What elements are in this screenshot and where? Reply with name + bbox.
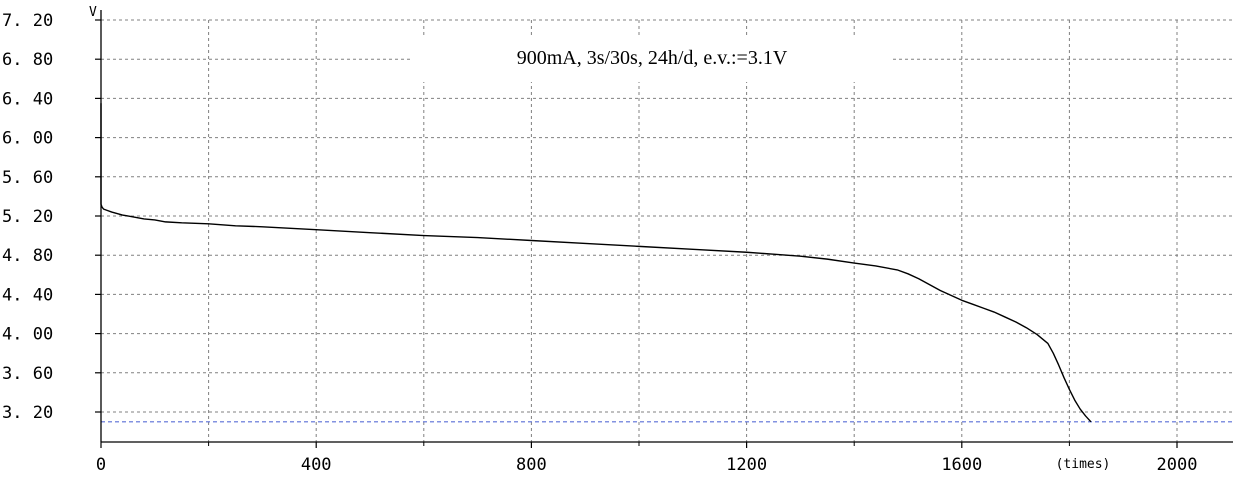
x-tick-label: 2000 — [1157, 455, 1198, 475]
y-tick-label: 6. 40 — [2, 89, 53, 109]
label-layer: 3. 20 3. 60 4. 00 4. 40 4. 80 5. 20 5. 60 6. 00… — [2, 5, 1197, 475]
x-tick-label: 1600 — [941, 455, 982, 475]
x-axis-unit-label: (times) — [1056, 457, 1111, 472]
axis-layer — [95, 10, 1233, 448]
y-tick-label: 5. 20 — [2, 207, 53, 227]
y-tick-label: 4. 40 — [2, 285, 53, 305]
grid-layer — [101, 19, 1233, 442]
title-background — [412, 36, 892, 82]
x-tick-label: 1200 — [726, 455, 767, 475]
y-tick-label: 3. 20 — [2, 403, 53, 423]
y-tick-label: 3. 60 — [2, 364, 53, 384]
y-axis-unit-label: V — [89, 5, 97, 20]
x-tick-label: 400 — [301, 455, 332, 475]
x-tick-label: 800 — [516, 455, 547, 475]
x-tick-label: 0 — [96, 455, 106, 475]
series-layer — [100, 103, 1092, 423]
y-tick-label: 6. 80 — [2, 50, 53, 70]
chart-title: 900mA, 3s/30s, 24h/d, e.v.:=3.1V — [517, 47, 788, 69]
y-tick-label: 6. 00 — [2, 129, 53, 149]
series-line-discharge — [100, 103, 1092, 423]
y-tick-label: 4. 80 — [2, 246, 53, 266]
y-tick-label: 4. 00 — [2, 325, 53, 345]
y-tick-label: 7. 20 — [2, 11, 53, 31]
y-tick-label: 5. 60 — [2, 168, 53, 188]
